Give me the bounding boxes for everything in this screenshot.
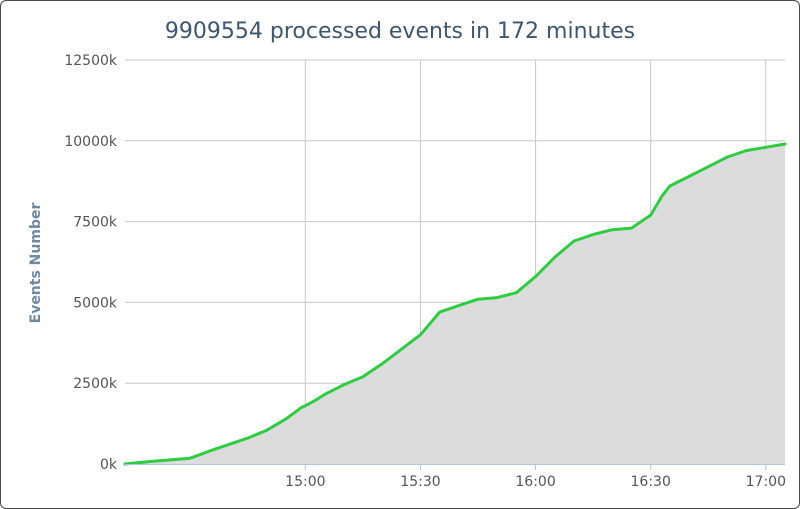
y-tick-label: 12500k bbox=[64, 53, 118, 69]
y-axis-title: Events Number bbox=[28, 203, 44, 324]
x-tick-labels: 15:00 15:30 16:00 16:30 17:00 bbox=[285, 474, 786, 490]
x-tick-label: 17:00 bbox=[746, 474, 786, 490]
y-tick-label: 0k bbox=[100, 457, 118, 473]
x-tick-label: 15:00 bbox=[285, 474, 325, 490]
y-tick-labels: 0k 2500k 5000k 7500k 10000k 12500k bbox=[64, 53, 118, 473]
area-layer bbox=[123, 142, 787, 466]
axis-layer bbox=[125, 464, 785, 470]
y-tick-label: 5000k bbox=[73, 295, 118, 311]
y-tick-label: 2500k bbox=[73, 376, 118, 392]
x-tick-label: 16:00 bbox=[515, 474, 555, 490]
x-tick-label: 15:30 bbox=[400, 474, 440, 490]
y-tick-label: 7500k bbox=[73, 215, 118, 231]
series-area-fill bbox=[125, 144, 785, 464]
series-line bbox=[123, 142, 787, 466]
chart-title: 9909554 processed events in 172 minutes bbox=[165, 19, 635, 44]
y-tick-label: 10000k bbox=[64, 134, 118, 150]
x-tick-label: 16:30 bbox=[631, 474, 671, 490]
